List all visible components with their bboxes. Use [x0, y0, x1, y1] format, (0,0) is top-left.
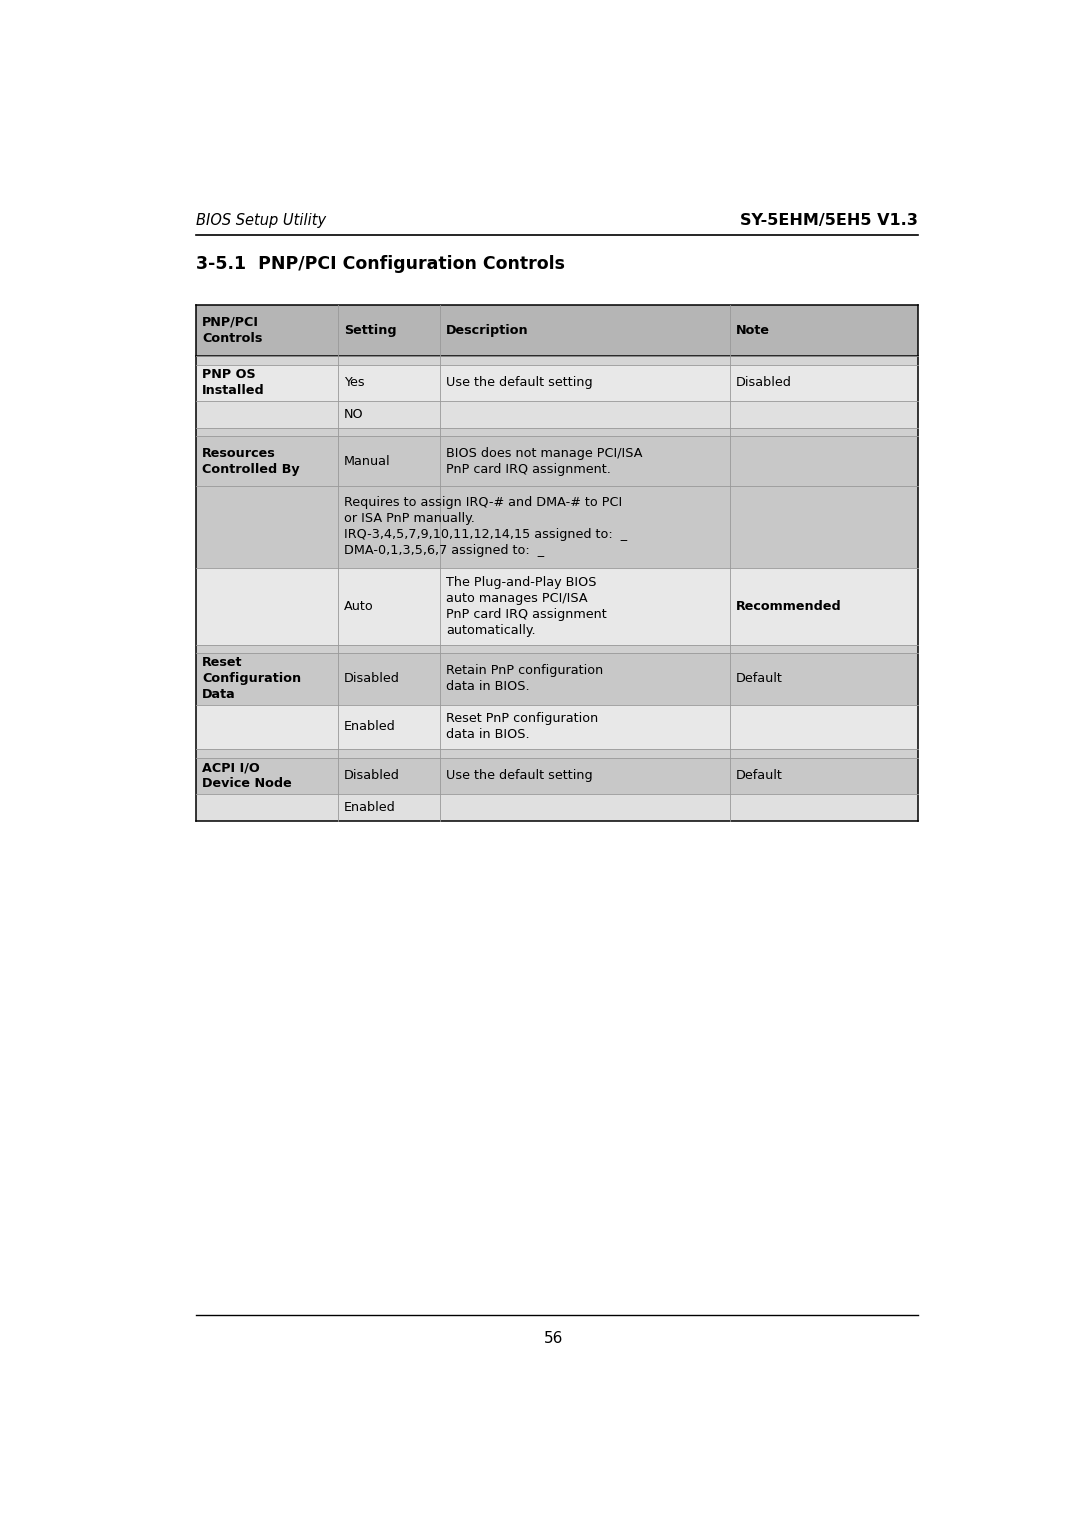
Text: PNP OS
Installed: PNP OS Installed [202, 368, 265, 397]
Bar [197, 428, 918, 437]
Text: Enabled: Enabled [345, 801, 396, 814]
Text: Note: Note [735, 324, 770, 338]
Text: Setting: Setting [345, 324, 396, 338]
Text: PNP/PCI
Controls: PNP/PCI Controls [202, 316, 262, 345]
Text: Reset PnP configuration
data in BIOS.: Reset PnP configuration data in BIOS. [446, 712, 598, 741]
Bar [197, 749, 918, 758]
Text: Recommended: Recommended [735, 601, 841, 613]
Bar [197, 356, 918, 365]
Text: Disabled: Disabled [345, 672, 400, 685]
Bar [197, 645, 918, 652]
Text: Enabled: Enabled [345, 720, 396, 733]
Text: ACPI I/O
Device Node: ACPI I/O Device Node [202, 761, 292, 790]
Text: The Plug-and-Play BIOS
auto manages PCI/ISA
PnP card IRQ assignment
automaticall: The Plug-and-Play BIOS auto manages PCI/… [446, 576, 607, 637]
Text: Disabled: Disabled [345, 769, 400, 782]
Bar [197, 795, 918, 821]
Bar [197, 437, 918, 486]
Bar [197, 365, 918, 400]
Text: Reset
Configuration
Data: Reset Configuration Data [202, 656, 301, 701]
Text: 3-5.1  PNP/PCI Configuration Controls: 3-5.1 PNP/PCI Configuration Controls [197, 255, 565, 274]
Text: BIOS does not manage PCI/ISA
PnP card IRQ assignment.: BIOS does not manage PCI/ISA PnP card IR… [446, 446, 643, 475]
Bar [197, 304, 918, 356]
Text: Default: Default [735, 672, 783, 685]
Text: Retain PnP configuration
data in BIOS.: Retain PnP configuration data in BIOS. [446, 665, 603, 694]
Text: Auto: Auto [345, 601, 374, 613]
Text: 56: 56 [544, 1331, 563, 1346]
Text: BIOS Setup Utility: BIOS Setup Utility [197, 212, 326, 228]
Text: Disabled: Disabled [735, 376, 792, 390]
Text: NO: NO [345, 408, 364, 422]
Text: SY-5EHM/5EH5 V1.3: SY-5EHM/5EH5 V1.3 [740, 212, 918, 228]
Text: Resources
Controlled By: Resources Controlled By [202, 446, 299, 475]
Text: Yes: Yes [345, 376, 365, 390]
Bar [197, 486, 918, 568]
Text: Use the default setting: Use the default setting [446, 769, 593, 782]
Text: Requires to assign IRQ-# and DMA-# to PCI
or ISA PnP manually.
IRQ-3,4,5,7,9,10,: Requires to assign IRQ-# and DMA-# to PC… [345, 497, 627, 558]
Bar [197, 568, 918, 645]
Text: Description: Description [446, 324, 528, 338]
Text: Use the default setting: Use the default setting [446, 376, 593, 390]
Bar [197, 400, 918, 428]
Text: Default: Default [735, 769, 783, 782]
Bar [197, 758, 918, 795]
Text: Manual: Manual [345, 454, 391, 468]
Bar [197, 652, 918, 704]
Bar [197, 704, 918, 749]
